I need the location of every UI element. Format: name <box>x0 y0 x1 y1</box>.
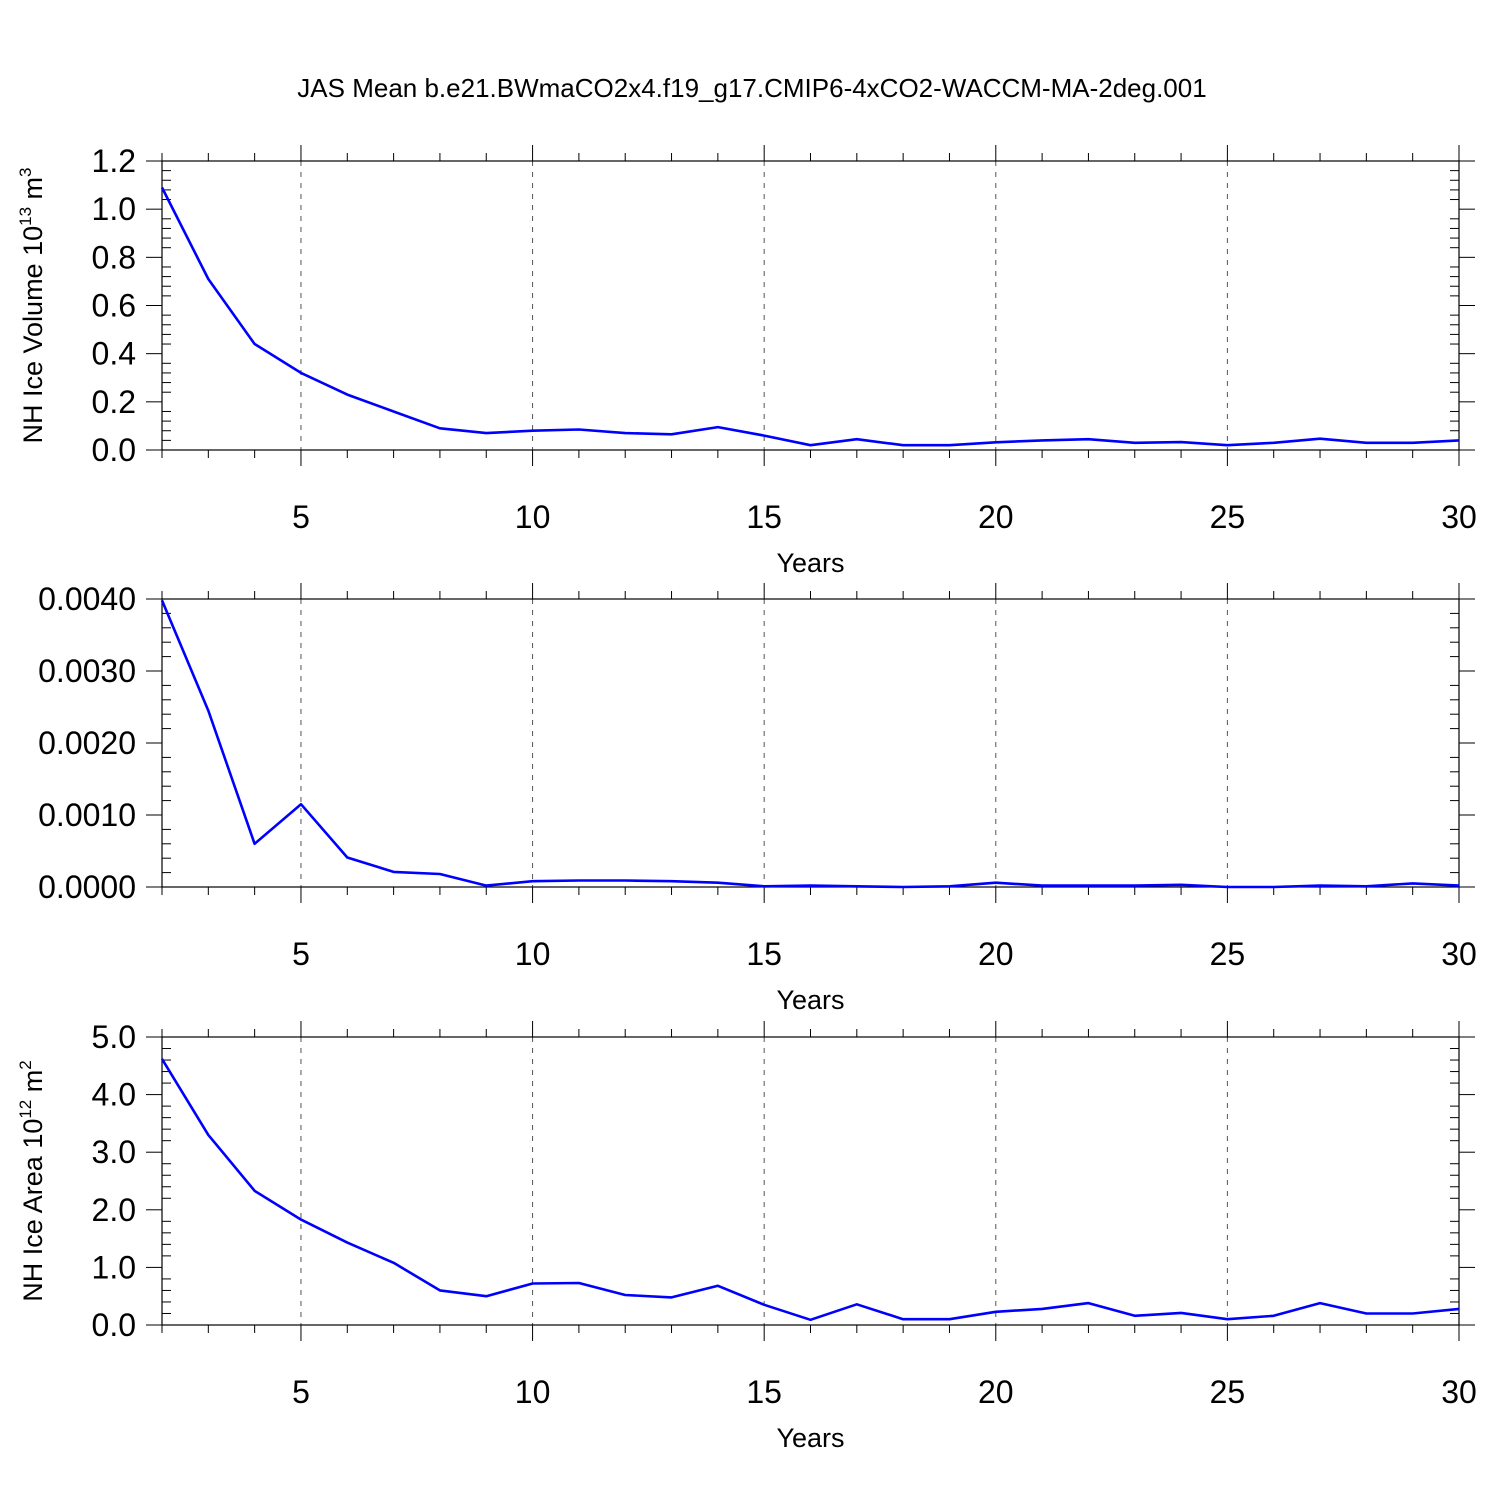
y-tick-label: 0.4 <box>92 336 136 372</box>
x-axis-label: Years <box>776 548 844 578</box>
x-axis-label: Years <box>776 1423 844 1453</box>
x-tick-label: 5 <box>292 1374 310 1410</box>
y-tick-label: 0.0030 <box>38 653 136 689</box>
y-tick-label: 1.0 <box>92 1249 136 1285</box>
x-tick-label: 10 <box>515 1374 551 1410</box>
plot-frame <box>162 1037 1459 1325</box>
plot-frame <box>162 599 1459 887</box>
x-tick-label: 15 <box>746 936 782 972</box>
x-tick-label: 15 <box>746 1374 782 1410</box>
x-tick-label: 10 <box>515 499 551 535</box>
panel-1: 0.0 0.2 0.4 0.6 0.8 1.0 1.2 5 10 15 20 25 30 Years NH … <box>16 143 1477 578</box>
x-tick-label: 20 <box>978 936 1014 972</box>
y-tick-label: 1.0 <box>92 191 136 227</box>
y-axis-label: NH Ice Volume 1013 m3 <box>16 168 48 444</box>
y-axis-label-unit-exponent: 2 <box>16 1060 35 1069</box>
x-tick-label: 5 <box>292 936 310 972</box>
y-tick-label: 0.0020 <box>38 725 136 761</box>
x-tick-label: 30 <box>1441 936 1477 972</box>
x-axis-label: Years <box>776 985 844 1015</box>
y-axis-label: NH Ice Area 1012 m2 <box>16 1060 48 1301</box>
x-tick-label: 5 <box>292 499 310 535</box>
plot-frame <box>162 161 1459 450</box>
series-line <box>162 600 1459 887</box>
x-tick-label: 30 <box>1441 499 1477 535</box>
y-axis-label-unit: m <box>18 177 48 207</box>
y-axis-label-exponent: 13 <box>16 207 35 226</box>
y-axis-label-text: NH Ice Volume 10 <box>18 226 48 444</box>
y-tick-label: 0.0 <box>92 432 136 468</box>
y-tick-label: 5.0 <box>92 1019 136 1055</box>
y-axis-label-text: NH Ice Area 10 <box>18 1119 48 1302</box>
y-tick-label: 3.0 <box>92 1134 136 1170</box>
y-tick-label: 0.0 <box>92 1307 136 1343</box>
x-tick-label: 25 <box>1210 1374 1246 1410</box>
y-tick-label: 0.8 <box>92 239 136 275</box>
y-tick-label: 0.0040 <box>38 581 136 617</box>
y-axis-label-unit-exponent: 3 <box>16 168 35 177</box>
series-line <box>162 1059 1459 1320</box>
y-axis-label-exponent: 12 <box>16 1100 35 1119</box>
y-tick-label: 0.0010 <box>38 797 136 833</box>
y-tick-label: 1.2 <box>92 143 136 179</box>
x-tick-label: 20 <box>978 499 1014 535</box>
y-tick-label: 0.6 <box>92 288 136 324</box>
x-tick-label: 30 <box>1441 1374 1477 1410</box>
y-tick-label: 2.0 <box>92 1192 136 1228</box>
series-line <box>162 188 1459 446</box>
x-tick-label: 10 <box>515 936 551 972</box>
panel-3: 0.0 1.0 2.0 3.0 4.0 5.0 5 10 15 20 25 30 Years NH Ice… <box>16 1019 1477 1453</box>
x-tick-label: 15 <box>746 499 782 535</box>
y-tick-label: 0.2 <box>92 384 136 420</box>
y-tick-label: 0.0000 <box>38 869 136 905</box>
x-tick-label: 20 <box>978 1374 1014 1410</box>
chart-title: JAS Mean b.e21.BWmaCO2x4.f19_g17.CMIP6-4… <box>297 73 1206 103</box>
y-tick-label: 4.0 <box>92 1077 136 1113</box>
x-tick-label: 25 <box>1210 499 1246 535</box>
y-axis-label-unit: m <box>18 1070 48 1100</box>
x-tick-label: 25 <box>1210 936 1246 972</box>
panel-2: 0.0000 0.0010 0.0020 0.0030 0.0040 5 10 15 20 25 3… <box>38 581 1477 1015</box>
